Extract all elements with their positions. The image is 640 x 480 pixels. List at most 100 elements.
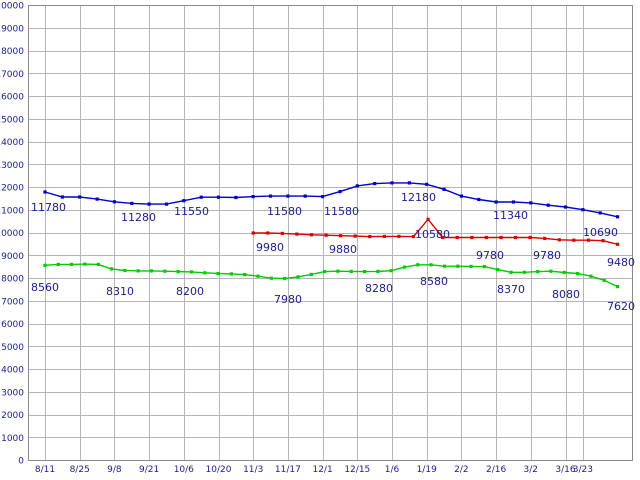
data-point-marker (130, 201, 134, 205)
value-annotation: 7620 (607, 300, 635, 313)
y-axis-tick-label: 19000 (0, 24, 24, 34)
data-point-marker (407, 181, 411, 185)
value-annotation: 9480 (607, 256, 635, 269)
data-point-marker (496, 268, 500, 272)
data-series-layer (43, 181, 620, 289)
y-axis-tick-label: 16000 (0, 93, 24, 103)
data-point-marker (283, 276, 287, 281)
y-axis-tick-label: 2000 (1, 411, 24, 421)
value-annotation: 8310 (106, 285, 134, 298)
data-point-marker (83, 262, 87, 266)
data-point-marker (95, 197, 99, 201)
data-point-marker (536, 270, 540, 274)
data-point-marker (528, 235, 532, 240)
data-point-marker (442, 264, 447, 268)
y-axis-tick-label: 15000 (0, 115, 24, 125)
data-point-marker (522, 270, 526, 274)
y-axis-tick-label: 4000 (1, 366, 24, 376)
x-axis-tick-label: 11/17 (275, 465, 301, 475)
data-point-marker (390, 181, 394, 185)
data-point-marker (572, 238, 576, 242)
x-axis-tick-label: 10/20 (206, 465, 232, 475)
y-axis-tick-label: 8000 (1, 275, 24, 285)
x-axis-tick-label: 12/15 (344, 465, 370, 475)
value-annotation: 10690 (583, 226, 618, 239)
data-point-marker (164, 202, 169, 206)
value-annotation: 8580 (420, 275, 448, 288)
data-point-marker (509, 270, 513, 274)
x-axis-tick-label: 8/25 (70, 465, 90, 475)
plot-frame (28, 5, 633, 461)
value-annotation: 8560 (31, 281, 59, 294)
data-point-marker (266, 231, 270, 235)
data-point-marker (546, 203, 550, 207)
data-point-annotations: 11780 11280 11550 11580 11580 12180 11340 10690… (31, 191, 635, 313)
data-point-marker (598, 211, 602, 215)
data-point-marker (459, 194, 463, 198)
y-axis-tick-label: 6000 (1, 320, 24, 330)
data-point-marker (363, 270, 367, 274)
value-annotation: 11550 (174, 205, 209, 218)
data-point-marker (416, 263, 420, 267)
data-point-marker (511, 200, 516, 204)
data-point-marker (589, 274, 593, 278)
data-point-marker (376, 269, 380, 273)
series-line (44, 182, 618, 218)
data-point-marker (136, 269, 140, 273)
data-point-marker (147, 202, 151, 206)
data-point-marker (309, 272, 313, 276)
data-point-marker (442, 187, 446, 191)
x-axis-tick-label: 1/6 (385, 465, 400, 475)
data-point-marker (339, 234, 343, 238)
data-point-marker (373, 182, 377, 186)
data-point-marker (368, 235, 372, 239)
y-axis-tick-label: 9000 (1, 252, 24, 262)
data-point-marker (251, 195, 255, 199)
data-point-marker (321, 195, 325, 199)
data-point-marker (382, 234, 386, 238)
horizontal-gridlines (28, 5, 632, 461)
x-axis-tick-label: 10/6 (174, 465, 194, 475)
y-axis-tick-labels: 0 1000 2000 3000 4000 5000 6000 7000 8000 9000 100… (0, 2, 24, 467)
data-point-marker (112, 200, 116, 204)
y-axis-tick-label: 3000 (1, 388, 24, 398)
data-point-marker (280, 231, 284, 235)
data-point-marker (402, 265, 407, 269)
value-annotation: 8080 (552, 288, 580, 301)
data-point-marker (123, 268, 127, 273)
data-point-marker (303, 194, 307, 198)
value-annotation: 9880 (329, 243, 357, 256)
data-point-marker (581, 208, 585, 212)
data-point-marker (269, 276, 273, 280)
data-point-marker (494, 200, 498, 204)
data-point-marker (110, 267, 114, 271)
data-point-marker (543, 236, 547, 240)
data-point-marker (78, 195, 82, 199)
x-axis-tick-label: 3/2 (524, 465, 538, 475)
y-axis-tick-label: 17000 (0, 70, 24, 80)
data-point-marker (425, 182, 429, 186)
data-point-marker (576, 271, 580, 276)
data-point-marker (455, 235, 459, 240)
y-axis-tick-label: 5000 (1, 343, 24, 353)
data-point-marker (484, 235, 488, 240)
data-point-marker (286, 194, 290, 198)
data-point-marker (251, 231, 255, 235)
data-point-marker (397, 234, 401, 238)
x-axis-tick-label: 8/11 (35, 465, 55, 475)
data-point-marker (268, 194, 273, 198)
series-blue-series (43, 181, 620, 219)
y-axis-tick-label: 14000 (0, 138, 24, 148)
data-point-marker (336, 269, 340, 273)
data-point-marker (203, 271, 207, 275)
data-point-marker (477, 197, 481, 202)
data-point-marker (602, 278, 606, 282)
data-point-marker (324, 233, 328, 237)
data-point-marker (176, 270, 180, 274)
y-axis-tick-label: 1000 (1, 434, 24, 444)
data-point-marker (338, 190, 342, 194)
x-axis-tick-label: 9/21 (139, 465, 159, 475)
x-axis-tick-label: 2/16 (486, 465, 506, 475)
data-point-marker (499, 235, 503, 240)
